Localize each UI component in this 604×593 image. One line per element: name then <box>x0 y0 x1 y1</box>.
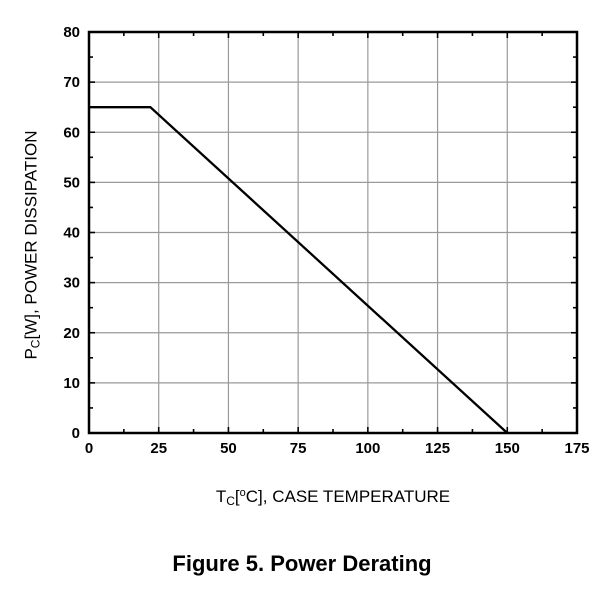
axis-label-part: o <box>239 487 246 499</box>
axis-label-part: [ <box>234 487 240 506</box>
x-tick-label: 125 <box>425 440 450 457</box>
y-tick-label: 10 <box>63 375 80 392</box>
y-tick-label: 70 <box>63 74 80 91</box>
power-derating-curve <box>89 106 509 434</box>
x-axis-label: TC[oC], CASE TEMPERATURE <box>89 483 577 511</box>
y-tick-label: 60 <box>63 124 80 141</box>
y-tick-label: 20 <box>63 325 80 342</box>
x-tick-label: 75 <box>290 440 307 457</box>
axis-label-part: P <box>21 348 41 360</box>
x-tick-label: 150 <box>495 440 520 457</box>
x-tick-label: 25 <box>150 440 167 457</box>
axis-label-part: C <box>226 494 235 508</box>
x-tick-label: 175 <box>564 440 589 457</box>
x-tick-label: 100 <box>355 440 380 457</box>
x-tick-label: 0 <box>85 440 93 457</box>
y-tick-label: 0 <box>72 425 80 442</box>
axis-label-part: C], CASE TEMPERATURE <box>245 487 451 506</box>
y-tick-label: 50 <box>63 174 80 191</box>
figure-caption: Figure 5. Power Derating <box>172 551 432 576</box>
axis-label-part: T <box>215 487 227 506</box>
y-tick-label: 80 <box>63 24 80 41</box>
chart-canvas: 0 25 50 75 100 125 150 175 0 10 20 30 40 50 60 70 80 <box>63 24 589 457</box>
axis-label-part: C <box>28 339 43 349</box>
y-tick-label: 40 <box>63 225 80 242</box>
plot-border <box>87 30 579 435</box>
y-axis-label: PC[W], POWER DISSIPATION <box>21 44 43 447</box>
x-tick-label: 50 <box>220 440 237 457</box>
axis-label-part: [W], POWER DISSIPATION <box>21 130 41 340</box>
y-tick-label: 30 <box>63 275 80 292</box>
